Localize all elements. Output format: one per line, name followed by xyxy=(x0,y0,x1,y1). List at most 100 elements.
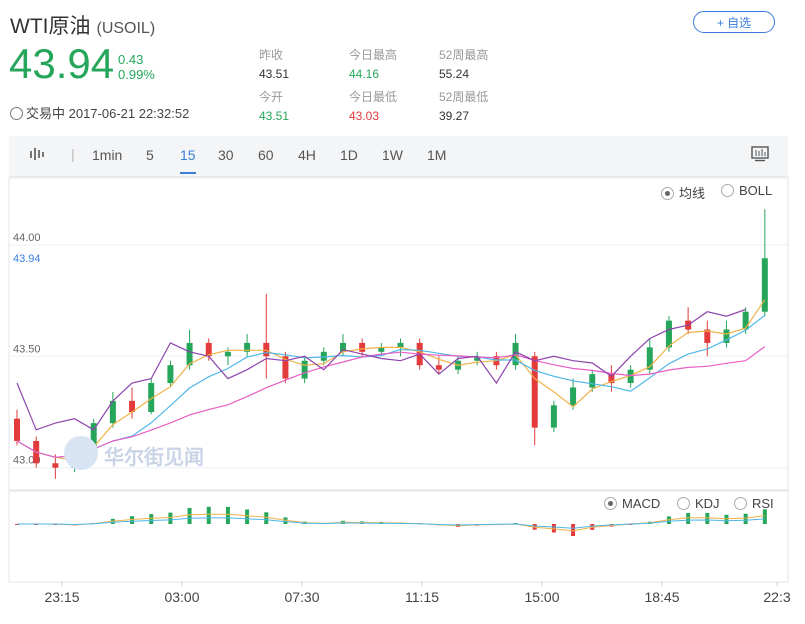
ma20-line xyxy=(16,346,766,458)
macd-bar xyxy=(686,513,691,524)
option-rsi[interactable]: RSI xyxy=(734,496,774,511)
macd-dea-line xyxy=(17,517,765,529)
option-kdj-label: KDJ xyxy=(695,496,720,511)
candle-body xyxy=(570,387,577,406)
period-1d[interactable]: 1D xyxy=(340,147,358,163)
period-1w[interactable]: 1W xyxy=(382,147,403,163)
macd-bar xyxy=(187,507,192,524)
radio-selected-icon xyxy=(661,187,674,200)
macd-bar xyxy=(245,509,250,524)
option-kdj[interactable]: KDJ xyxy=(677,496,720,511)
add-watchlist-button[interactable]: + 自选 xyxy=(693,11,775,33)
option-ma[interactable]: 均线 xyxy=(661,183,705,202)
candle-body xyxy=(244,342,251,352)
candle-body xyxy=(205,342,212,357)
x-tick-label: 03:00 xyxy=(164,589,199,605)
x-tick-label: 07:30 xyxy=(284,589,319,605)
macd-bar xyxy=(724,514,729,524)
stat-label: 52周最高 xyxy=(439,48,489,62)
macd-bar xyxy=(762,509,767,524)
period-4h[interactable]: 4H xyxy=(298,147,316,163)
y-tick-label: 44.00 xyxy=(13,232,41,244)
instrument-symbol: (USOIL) xyxy=(96,20,156,37)
macd-bar xyxy=(264,512,269,524)
candle-body xyxy=(646,347,653,370)
stat-value: 44.16 xyxy=(349,67,380,81)
option-boll-label: BOLL xyxy=(739,183,773,198)
ma5-line xyxy=(16,299,766,461)
macd-bar xyxy=(206,506,211,524)
candle-body xyxy=(263,342,270,357)
radio-selected-icon xyxy=(604,497,617,510)
period-30[interactable]: 30 xyxy=(218,147,234,163)
candle-body xyxy=(474,356,481,361)
fullscreen-icon[interactable] xyxy=(751,146,769,165)
candle-body xyxy=(761,258,768,312)
candle-body xyxy=(359,342,366,352)
stat-label: 今日最高 xyxy=(349,48,398,62)
status-text: 交易中 2017-06-21 22:32:52 xyxy=(26,106,190,121)
instrument-title: WTI原油 (USOIL) xyxy=(10,10,155,40)
candle-body xyxy=(435,365,442,370)
period-1min[interactable]: 1min xyxy=(92,147,123,163)
radio-icon xyxy=(721,184,734,197)
radio-icon xyxy=(677,497,690,510)
option-boll[interactable]: BOLL xyxy=(721,183,772,198)
candle-body xyxy=(129,400,136,412)
candle-body xyxy=(14,418,20,441)
x-tick-label: 23:15 xyxy=(44,589,79,605)
x-tick-label: 22:3 xyxy=(763,589,790,605)
stat-value: 39.27 xyxy=(439,109,470,123)
main-panel-frame xyxy=(8,177,789,491)
macd-bar xyxy=(513,523,518,524)
last-price: 43.94 xyxy=(9,40,115,87)
candle-body xyxy=(339,342,346,352)
candle-body xyxy=(531,356,538,428)
stat-open: 今开 43.51 xyxy=(259,88,289,123)
candle-body xyxy=(52,463,59,468)
y-tick-label: 43.50 xyxy=(13,343,41,355)
option-macd[interactable]: MACD xyxy=(604,496,660,511)
stat-value: 43.51 xyxy=(259,67,290,81)
candle-body xyxy=(148,383,155,412)
stat-day-high: 今日最高 44.16 xyxy=(349,46,397,81)
x-tick-label: 15:00 xyxy=(524,589,559,605)
watermark: 华尔街见闻 xyxy=(104,447,204,469)
x-tick-label: 11:15 xyxy=(405,589,439,605)
period-5[interactable]: 5 xyxy=(146,147,154,163)
stat-label: 今日最低 xyxy=(349,90,398,104)
candle-body xyxy=(90,423,97,450)
chart-type-icon[interactable] xyxy=(29,146,47,165)
option-rsi-label: RSI xyxy=(752,496,774,511)
macd-bar xyxy=(743,513,748,524)
candle-body xyxy=(397,342,404,348)
candle-body xyxy=(320,351,327,361)
candle-body xyxy=(378,347,385,352)
candle-body xyxy=(704,329,711,343)
period-1m[interactable]: 1M xyxy=(427,147,447,163)
period-60[interactable]: 60 xyxy=(258,147,274,163)
candle-body xyxy=(512,342,519,366)
stat-label: 昨收 xyxy=(259,48,284,62)
stat-value: 43.51 xyxy=(259,109,290,123)
candle-body xyxy=(608,374,615,384)
macd-bar xyxy=(168,512,173,524)
stat-label: 52周最低 xyxy=(439,90,489,104)
candle-body xyxy=(627,369,634,384)
macd-bar xyxy=(149,514,154,524)
period-15[interactable]: 15 xyxy=(180,147,196,163)
trading-status: 交易中 2017-06-21 22:32:52 xyxy=(10,103,189,122)
candle-body xyxy=(723,329,730,343)
stat-prev-close: 昨收 43.51 xyxy=(259,46,289,81)
x-tick-label: 18:45 xyxy=(644,589,679,605)
candle-body xyxy=(186,342,193,366)
macd-bar xyxy=(225,506,230,524)
candle-body xyxy=(224,351,231,357)
stat-label: 今开 xyxy=(259,90,284,104)
sub-panel-frame xyxy=(8,490,789,583)
candle-body xyxy=(282,356,289,379)
clock-icon xyxy=(10,107,23,120)
change-value: 0.43 xyxy=(118,52,144,67)
candle-body xyxy=(167,365,174,384)
